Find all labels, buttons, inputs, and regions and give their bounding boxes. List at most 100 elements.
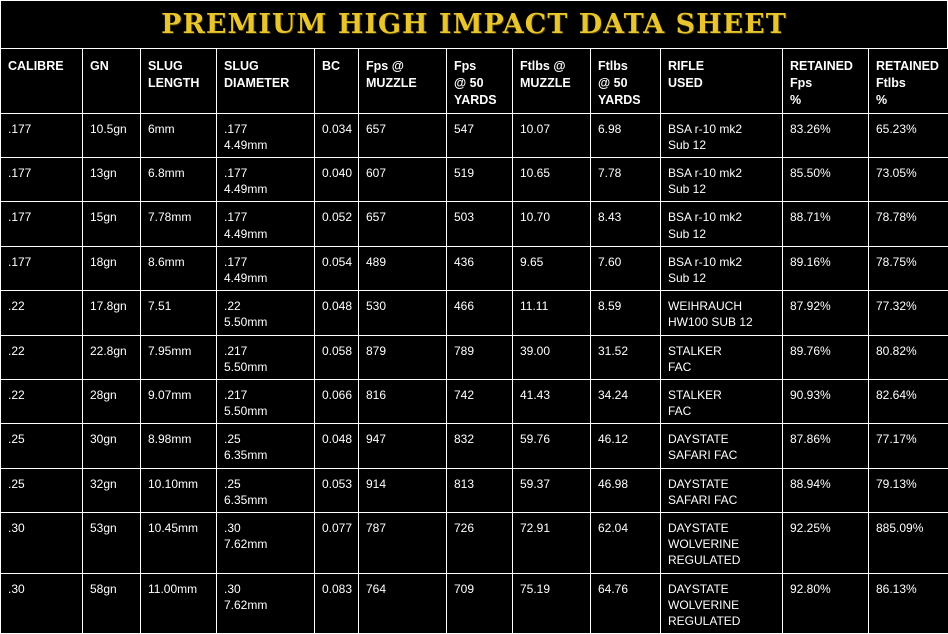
column-header: RETAINED Fps % [783,49,869,114]
table-cell: .25 [1,424,83,468]
page-title: PREMIUM HIGH IMPACT DATA SHEET [161,9,787,40]
table-cell: 72.91 [513,513,591,574]
table-cell: 709 [447,573,513,634]
table-cell: 22.8gn [83,335,141,379]
table-cell: 764 [359,573,447,634]
table-cell: BSA r-10 mk2 Sub 12 [661,202,783,246]
table-cell: 87.92% [783,291,869,335]
table-cell: .30 7.62mm [217,513,315,574]
table-cell: 31.52 [591,335,661,379]
table-cell: 8.98mm [141,424,217,468]
column-header: RETAINED Ftlbs % [869,49,948,114]
table-cell: .25 6.35mm [217,468,315,512]
table-cell: DAYSTATE WOLVERINE REGULATED [661,513,783,574]
table-cell: .30 7.62mm [217,573,315,634]
column-header: SLUG DIAMETER [217,49,315,114]
table-cell: DAYSTATE SAFARI FAC [661,468,783,512]
table-cell: .177 4.49mm [217,246,315,290]
table-cell: 73.05% [869,158,948,202]
table-cell: 789 [447,335,513,379]
table-cell: 15gn [83,202,141,246]
table-cell: 8.6mm [141,246,217,290]
table-cell: 8.43 [591,202,661,246]
table-cell: 6.98 [591,113,661,157]
table-cell: 726 [447,513,513,574]
table-cell: 547 [447,113,513,157]
table-cell: STALKER FAC [661,379,783,423]
table-cell: 30gn [83,424,141,468]
table-cell: .30 [1,513,83,574]
column-header: Ftlbs @ 50 YARDS [591,49,661,114]
table-cell: 32gn [83,468,141,512]
column-header: SLUG LENGTH [141,49,217,114]
table-cell: 75.19 [513,573,591,634]
table-cell: BSA r-10 mk2 Sub 12 [661,158,783,202]
table-cell: .30 [1,573,83,634]
table-cell: 62.04 [591,513,661,574]
table-cell: 7.95mm [141,335,217,379]
table-cell: 914 [359,468,447,512]
table-cell: 6.8mm [141,158,217,202]
table-cell: 787 [359,513,447,574]
table-cell: 0.052 [315,202,359,246]
table-cell: 813 [447,468,513,512]
table-cell: 10.45mm [141,513,217,574]
table-cell: 0.066 [315,379,359,423]
table-cell: 10.10mm [141,468,217,512]
table-cell: 88.71% [783,202,869,246]
table-cell: 489 [359,246,447,290]
table-cell: .177 [1,158,83,202]
table-cell: 80.82% [869,335,948,379]
table-cell: 0.048 [315,424,359,468]
table-cell: 0.034 [315,113,359,157]
table-cell: .177 [1,202,83,246]
table-cell: WEIHRAUCH HW100 SUB 12 [661,291,783,335]
table-cell: 89.16% [783,246,869,290]
column-header: RIFLE USED [661,49,783,114]
table-cell: 77.17% [869,424,948,468]
table-cell: 879 [359,335,447,379]
table-cell: .25 [1,468,83,512]
table-cell: 7.78 [591,158,661,202]
table-cell: 503 [447,202,513,246]
table-cell: 79.13% [869,468,948,512]
table-cell: 530 [359,291,447,335]
column-header: Ftlbs @ MUZZLE [513,49,591,114]
table-cell: BSA r-10 mk2 Sub 12 [661,113,783,157]
table-cell: 58gn [83,573,141,634]
table-cell: 8.59 [591,291,661,335]
table-cell: .25 6.35mm [217,424,315,468]
table-cell: 10.70 [513,202,591,246]
table-cell: 90.93% [783,379,869,423]
table-cell: DAYSTATE SAFARI FAC [661,424,783,468]
table-cell: 607 [359,158,447,202]
table-cell: 0.048 [315,291,359,335]
table-cell: 10.65 [513,158,591,202]
column-header: CALIBRE [1,49,83,114]
table-cell: 46.98 [591,468,661,512]
table-cell: 0.054 [315,246,359,290]
table-cell: 78.78% [869,202,948,246]
table-cell: 657 [359,202,447,246]
table-cell: 59.37 [513,468,591,512]
table-cell: 832 [447,424,513,468]
table-cell: .177 [1,113,83,157]
table-cell: DAYSTATE WOLVERINE REGULATED [661,573,783,634]
table-cell: 18gn [83,246,141,290]
table-cell: 89.76% [783,335,869,379]
table-cell: 436 [447,246,513,290]
table-cell: 64.76 [591,573,661,634]
table-cell: .22 [1,379,83,423]
table-cell: BSA r-10 mk2 Sub 12 [661,246,783,290]
